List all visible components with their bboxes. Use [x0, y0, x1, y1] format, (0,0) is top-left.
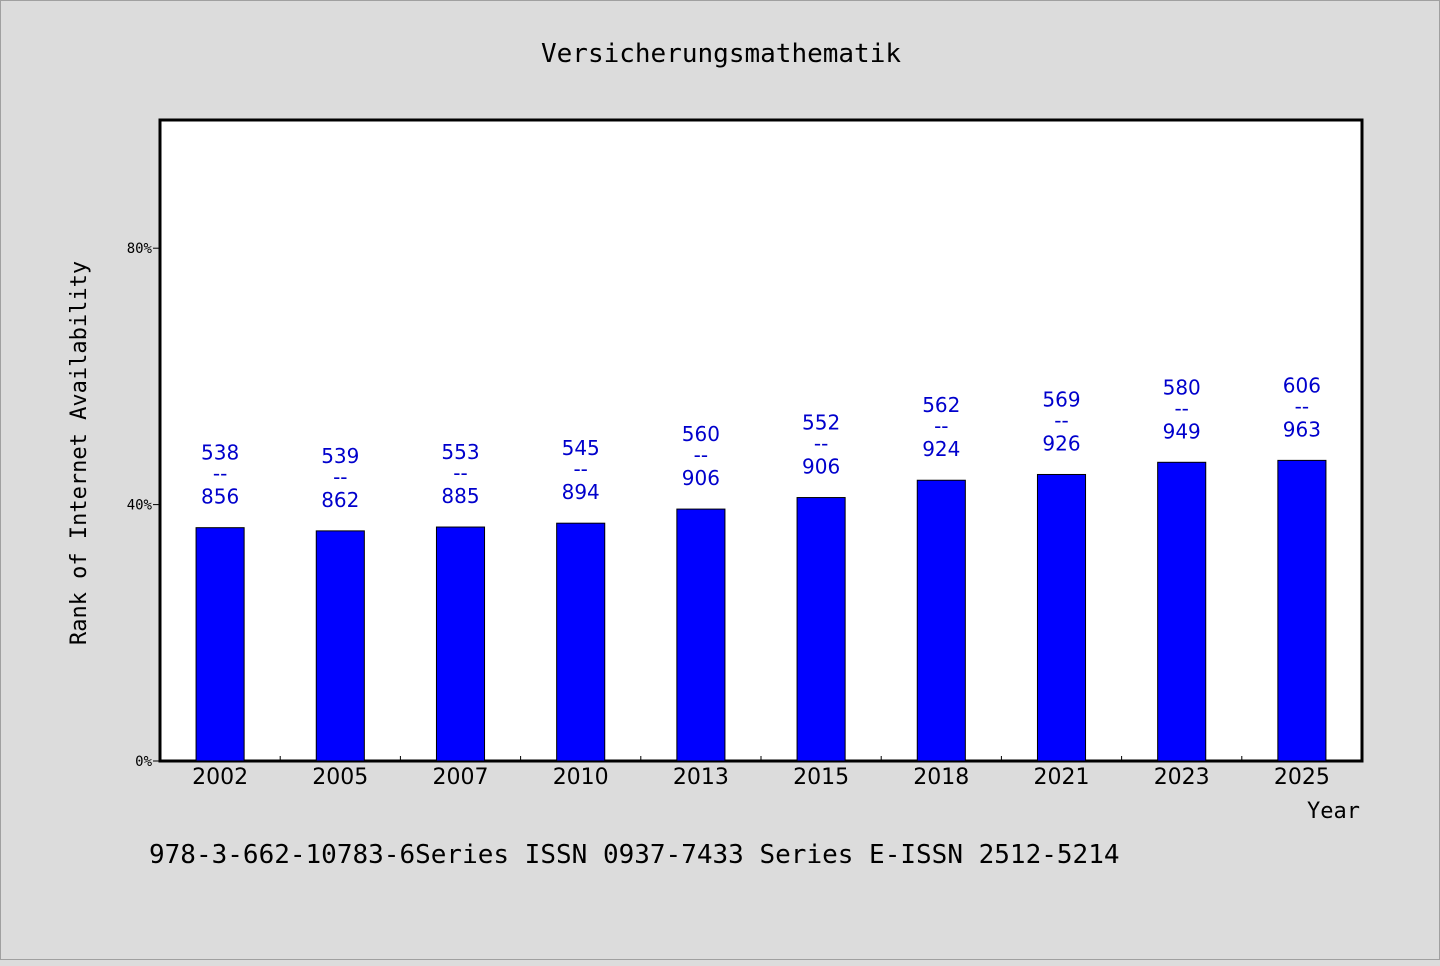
y-tick-label: 80% — [127, 241, 153, 257]
bars — [195, 459, 1327, 762]
bar-label-separator: -- — [814, 432, 828, 456]
bar — [315, 530, 365, 762]
bar-label-bottom: 963 — [1283, 417, 1321, 441]
x-tick-label: 2015 — [793, 765, 849, 790]
bar-label-bottom: 926 — [1042, 431, 1080, 455]
bar-label-bottom: 924 — [922, 437, 960, 461]
bar-label-bottom: 906 — [682, 466, 720, 490]
bar-label-top: 545 — [562, 436, 600, 460]
footer-text: 978-3-662-10783-6Series ISSN 0937-7433 S… — [149, 840, 1120, 870]
y-tick-label: 0% — [135, 754, 152, 770]
bar-label-top: 553 — [441, 440, 479, 464]
bar-label-top: 560 — [682, 422, 720, 446]
x-tick-label: 2025 — [1274, 765, 1330, 790]
bar-label-top: 552 — [802, 411, 840, 435]
bar-label-top: 606 — [1283, 373, 1321, 397]
bar-label-separator: -- — [1054, 408, 1068, 432]
bar-label-separator: -- — [333, 465, 347, 489]
x-tick-label: 2021 — [1034, 765, 1090, 790]
x-tick-label: 2013 — [673, 765, 729, 790]
bar — [435, 526, 486, 762]
x-tick-label: 2007 — [433, 765, 489, 790]
bar — [1036, 473, 1087, 762]
x-axis: 2002 2005 2007 2010 2013 2015 2018 2021 2023 2025 — [192, 756, 1330, 790]
bar-label-separator: -- — [934, 414, 948, 438]
bar-label-bottom: 862 — [321, 488, 359, 512]
bar-label-top: 569 — [1042, 387, 1080, 411]
chart-title: Versicherungsmathematik — [541, 39, 901, 69]
y-tick-label: 40% — [127, 498, 153, 514]
bar-label-top: 580 — [1163, 375, 1201, 399]
x-axis-label: Year — [1307, 799, 1360, 824]
bar — [796, 497, 846, 762]
bar-label-bottom: 894 — [562, 480, 600, 504]
bar-label-separator: -- — [1174, 396, 1188, 420]
y-axis: 0% 40% 80% — [127, 241, 160, 770]
bar — [1157, 461, 1207, 762]
bar — [195, 527, 245, 762]
bar-label-separator: -- — [573, 457, 587, 481]
x-tick-label: 2002 — [192, 765, 248, 790]
bar-label-bottom: 906 — [802, 455, 840, 479]
bar-label-separator: -- — [694, 443, 708, 467]
bar-label-separator: -- — [213, 462, 227, 486]
bar-label-separator: -- — [453, 461, 467, 485]
bar-label-top: 538 — [201, 441, 239, 465]
bar-label-top: 562 — [922, 393, 960, 417]
x-tick-label: 2018 — [913, 765, 969, 790]
bar-label-bottom: 856 — [201, 485, 239, 509]
bar-label-top: 539 — [321, 444, 359, 468]
x-tick-label: 2023 — [1154, 765, 1210, 790]
bar — [556, 522, 606, 762]
bar-labels: 538--856539--862553--885545--894560--906… — [201, 373, 1321, 512]
bar — [1277, 459, 1327, 762]
bar-label-separator: -- — [1295, 394, 1309, 418]
y-axis-label: Rank of Internet Availability — [67, 261, 92, 645]
bar — [676, 508, 726, 762]
bar-label-bottom: 949 — [1163, 419, 1201, 443]
bar-label-bottom: 885 — [441, 484, 479, 508]
x-tick-label: 2010 — [553, 765, 609, 790]
x-tick-label: 2005 — [312, 765, 368, 790]
bar — [916, 479, 966, 762]
